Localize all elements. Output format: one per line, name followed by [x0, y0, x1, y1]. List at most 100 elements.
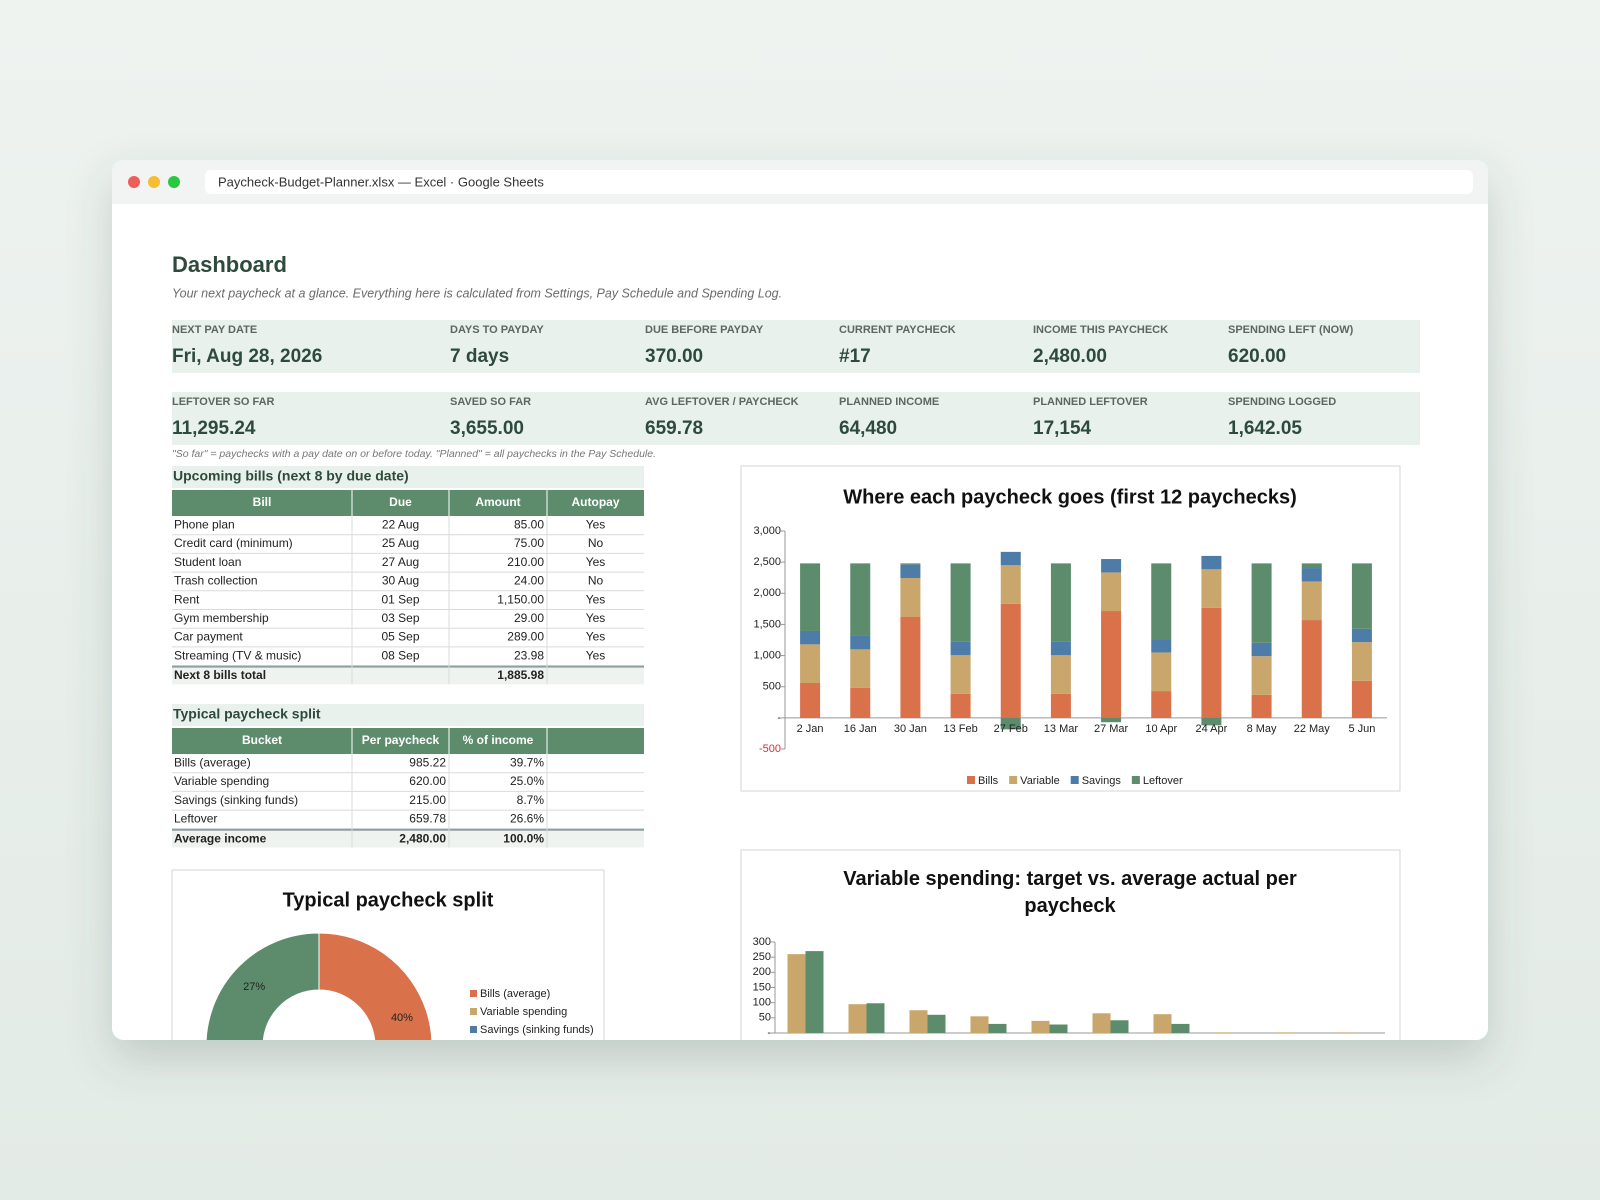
maximize-button[interactable]: [168, 176, 180, 188]
table-cell: 29.00: [514, 611, 544, 625]
kpi-value: 620.00: [1228, 346, 1286, 367]
bar-segment: [850, 635, 871, 650]
note: "So far" = paychecks with a pay date on …: [172, 448, 656, 460]
subtitle: Your next paycheck at a glance. Everythi…: [172, 286, 782, 300]
kpi-band: [172, 320, 1420, 373]
window-content: Paycheck-Budget-Planner.xlsx — Excel · G…: [112, 160, 1488, 1159]
table-cell: Rent: [174, 592, 200, 606]
bar: [848, 1004, 867, 1033]
bar-segment: [900, 578, 921, 617]
legend-label: Bills: [978, 775, 999, 787]
bar-segment: [1050, 563, 1071, 642]
table-cell: Average income: [174, 831, 267, 845]
y-tick-label: 150: [753, 981, 771, 993]
kpi-value: 659.78: [645, 418, 703, 439]
legend-label: Leftover: [1143, 775, 1183, 787]
table-cell: Yes: [586, 555, 606, 569]
x-tick-label: 24 Apr: [1196, 723, 1228, 735]
table-cell: Savings (sinking funds): [174, 793, 298, 807]
table-cell: 100.0%: [503, 831, 544, 845]
bar-segment: [1101, 559, 1122, 573]
section-title: Typical paycheck split: [173, 706, 321, 722]
y-tick-label: -: [767, 1027, 771, 1039]
table-cell: Leftover: [174, 812, 217, 826]
x-tick-label: 22 May: [1294, 723, 1331, 735]
section-title: Upcoming bills (next 8 by due date): [173, 468, 409, 484]
table-cell: Next 8 bills total: [174, 668, 266, 682]
bar-segment: [1201, 717, 1222, 726]
minimize-button[interactable]: [148, 176, 160, 188]
table-cell: 22 Aug: [382, 518, 419, 532]
y-tick-label: -500: [759, 743, 781, 755]
bar-segment: [900, 616, 921, 718]
y-tick-label: 500: [763, 681, 781, 693]
kpi-label: DAYS TO PAYDAY: [450, 324, 544, 336]
y-tick-label: 2,500: [753, 556, 781, 568]
bar-segment: [1050, 655, 1071, 694]
bar-segment: [800, 682, 821, 718]
table-cell: Credit card (minimum): [174, 536, 293, 550]
legend-swatch: [470, 990, 477, 997]
y-tick-label: -: [777, 712, 781, 724]
kpi-label: INCOME THIS PAYCHECK: [1033, 324, 1168, 336]
bar-segment: [1351, 642, 1372, 681]
kpi-value: 11,295.24: [172, 418, 256, 439]
table-cell: Yes: [586, 518, 606, 532]
total-row: [172, 828, 644, 848]
bar-segment: [900, 563, 921, 565]
kpi-value: 1,642.05: [1228, 418, 1302, 439]
table-cell: Streaming (TV & music): [174, 648, 301, 662]
y-tick-label: 2,000: [753, 587, 781, 599]
column-header: Due: [389, 495, 412, 509]
table-cell: Trash collection: [174, 574, 258, 588]
table-cell: 27 Aug: [382, 555, 419, 569]
table-cell: 1,150.00: [497, 592, 544, 606]
x-tick-label: 27 Mar: [1094, 723, 1129, 735]
table-cell: Yes: [586, 611, 606, 625]
table-cell: Car payment: [174, 630, 243, 644]
bar-segment: [1050, 641, 1071, 656]
y-tick-label: 200: [753, 966, 771, 978]
bar: [805, 951, 824, 1033]
kpi-label: PLANNED LEFTOVER: [1033, 396, 1148, 408]
bar-segment: [800, 563, 821, 631]
table-cell: 210.00: [507, 555, 544, 569]
bar-segment: [1000, 603, 1021, 718]
table-cell: 05 Sep: [381, 630, 419, 644]
bar: [1110, 1020, 1129, 1033]
x-tick-label: 16 Jan: [844, 723, 877, 735]
donut-slice: [229, 1080, 387, 1159]
legend-swatch: [967, 776, 975, 784]
table-cell: Yes: [586, 648, 606, 662]
table-cell: 23.98: [514, 648, 544, 662]
legend-swatch: [1009, 776, 1018, 784]
x-tick-label: 13 Feb: [943, 723, 977, 735]
column-header: Amount: [475, 495, 520, 509]
y-tick-label: 300: [753, 936, 771, 948]
kpi-label: AVG LEFTOVER / PAYCHECK: [645, 396, 799, 408]
bar-segment: [1351, 628, 1372, 643]
address-bar[interactable]: [205, 170, 1473, 194]
close-button[interactable]: [128, 176, 140, 188]
column-header: Autopay: [572, 495, 620, 509]
table-header: [172, 728, 644, 754]
legend-swatch: [470, 1044, 477, 1051]
kpi-label: DUE BEFORE PAYDAY: [645, 324, 764, 336]
dashboard-title: Dashboard: [172, 252, 287, 277]
table-cell: 1,885.98: [497, 668, 544, 682]
bar-segment: [1351, 563, 1372, 629]
bar-segment: [1000, 551, 1021, 566]
bar-segment: [1151, 563, 1172, 640]
bar: [970, 1016, 989, 1033]
table-cell: No: [588, 536, 604, 550]
x-tick-label: 10 Apr: [1145, 723, 1177, 735]
bar-segment: [1201, 569, 1222, 608]
kpi-band: [172, 392, 1420, 445]
bar-segment: [1351, 680, 1372, 718]
bar-segment: [1251, 563, 1272, 643]
column-header: % of income: [463, 733, 534, 747]
y-tick-label: 3,000: [753, 525, 781, 537]
kpi-label: LEFTOVER SO FAR: [172, 396, 275, 408]
column-header: Bucket: [242, 733, 282, 747]
